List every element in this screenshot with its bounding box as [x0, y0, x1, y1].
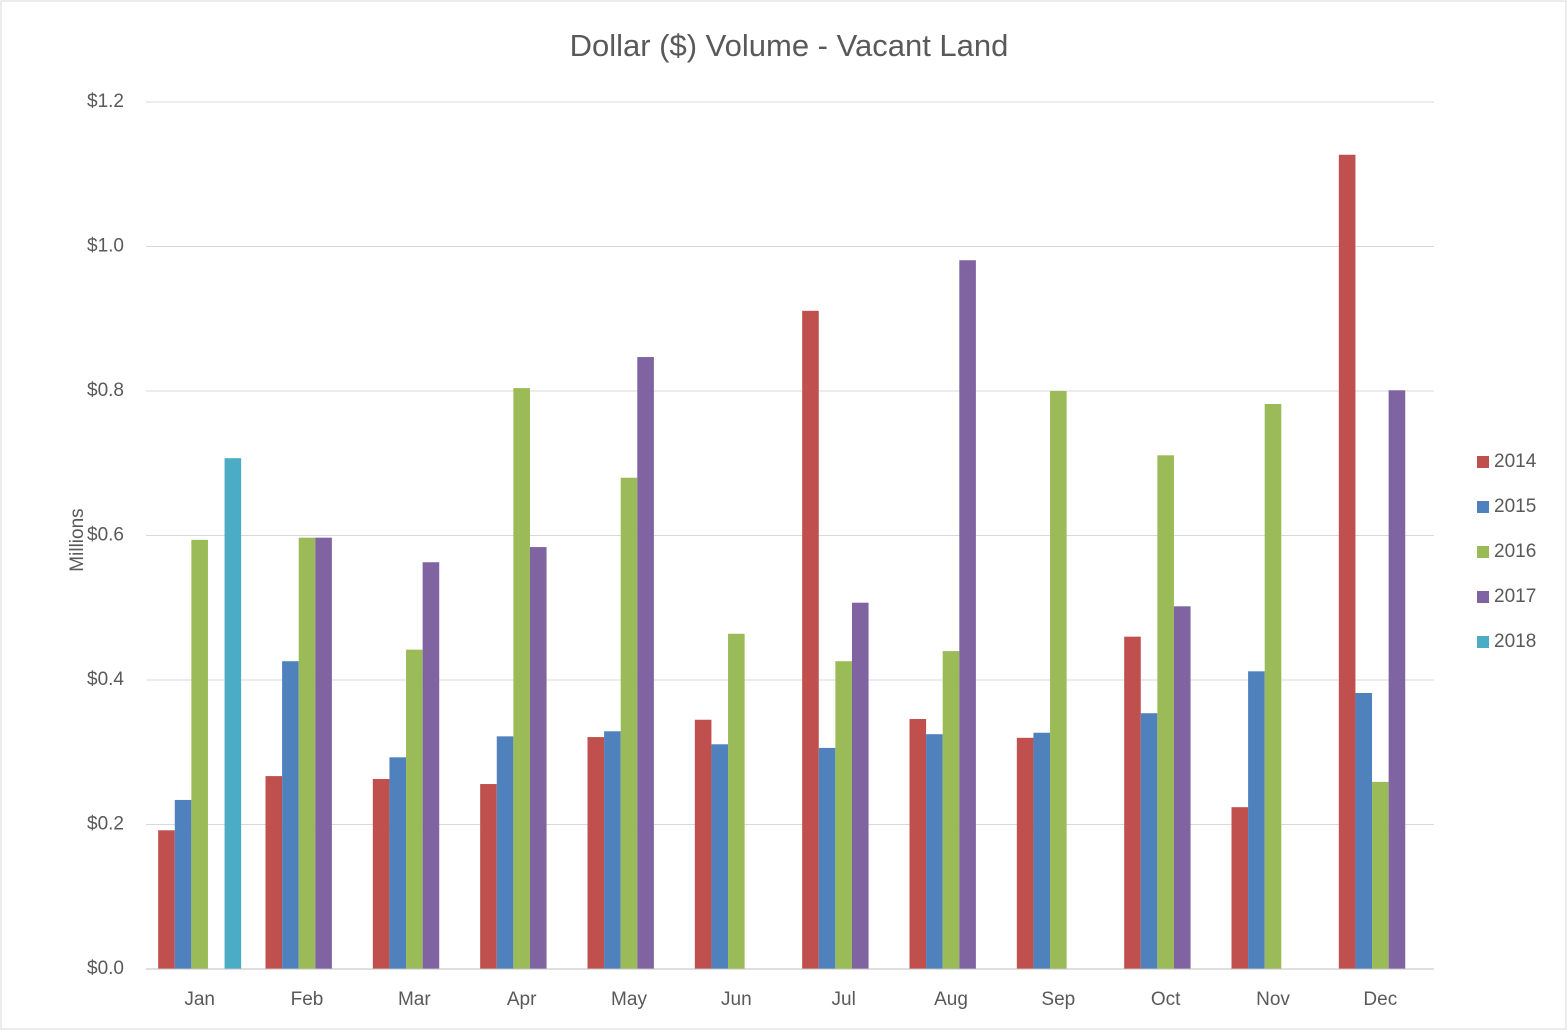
bar — [529, 547, 547, 969]
bar — [1231, 807, 1249, 969]
legend-label: 2016 — [1494, 541, 1536, 562]
bar — [587, 737, 605, 969]
bar — [835, 661, 852, 969]
bar — [174, 799, 192, 969]
x-tick-label: Jan — [184, 989, 215, 1010]
legend-swatch — [1477, 591, 1489, 603]
bar — [926, 734, 943, 969]
bar — [496, 736, 514, 969]
bar — [1388, 390, 1406, 970]
x-tick-label: Jul — [832, 989, 856, 1010]
x-tick-label: Mar — [398, 989, 431, 1010]
bar — [1157, 455, 1174, 969]
bar — [1033, 732, 1051, 969]
y-tick-label: $0.0 — [87, 958, 124, 979]
x-tick-label: Oct — [1151, 989, 1181, 1010]
y-tick-label: $1.2 — [87, 91, 124, 112]
bar — [480, 784, 497, 969]
legend-swatch — [1477, 456, 1489, 468]
bar — [959, 260, 976, 969]
bar — [1124, 636, 1141, 969]
bar — [1355, 693, 1373, 969]
x-tick-label: May — [611, 989, 647, 1010]
y-tick-label: $0.4 — [87, 669, 124, 690]
bar — [620, 477, 638, 969]
bar — [422, 562, 440, 969]
x-tick-label: Apr — [507, 989, 537, 1010]
y-tick-label: $0.8 — [87, 380, 124, 401]
bar — [265, 776, 283, 969]
legend-swatch — [1477, 636, 1489, 648]
bar — [315, 537, 332, 969]
bar — [282, 661, 299, 969]
bar — [158, 830, 175, 969]
bar — [604, 731, 621, 969]
bar — [1140, 713, 1158, 969]
bar — [1016, 737, 1034, 969]
y-tick-label: $0.6 — [87, 525, 124, 546]
legend-label: 2014 — [1494, 451, 1537, 472]
x-tick-label: Sep — [1041, 989, 1075, 1010]
bar — [802, 310, 819, 969]
x-tick-label: Nov — [1256, 989, 1290, 1010]
bar — [389, 757, 407, 969]
bar — [942, 651, 960, 969]
bar — [1173, 606, 1191, 969]
bar — [637, 357, 654, 970]
bar — [1264, 404, 1282, 969]
y-tick-label: $0.2 — [87, 814, 124, 835]
bar — [298, 537, 316, 969]
bar — [1248, 671, 1265, 969]
bar — [1372, 781, 1389, 969]
bar — [1050, 391, 1067, 969]
bar — [851, 602, 869, 969]
bar — [372, 778, 390, 969]
legend-label: 2015 — [1494, 496, 1536, 517]
bar — [909, 719, 927, 969]
y-axis-label: Millions — [67, 508, 88, 571]
x-tick-label: Feb — [291, 989, 324, 1010]
bar — [1338, 154, 1356, 969]
x-tick-label: Jun — [721, 989, 752, 1010]
legend-label: 2018 — [1494, 631, 1536, 652]
y-tick-label: $1.0 — [87, 236, 124, 257]
bar — [711, 744, 729, 969]
bar — [728, 633, 745, 969]
x-tick-label: Aug — [934, 989, 968, 1010]
legend-label: 2017 — [1494, 586, 1536, 607]
bar — [513, 388, 530, 969]
bar — [191, 539, 208, 969]
bar — [224, 458, 242, 969]
x-tick-label: Dec — [1363, 989, 1397, 1010]
bar — [406, 649, 423, 969]
legend-swatch — [1477, 501, 1489, 513]
bar — [694, 719, 712, 969]
chart-title: Dollar ($) Volume - Vacant Land — [570, 28, 1009, 63]
bar — [818, 747, 836, 969]
legend-swatch — [1477, 546, 1489, 558]
